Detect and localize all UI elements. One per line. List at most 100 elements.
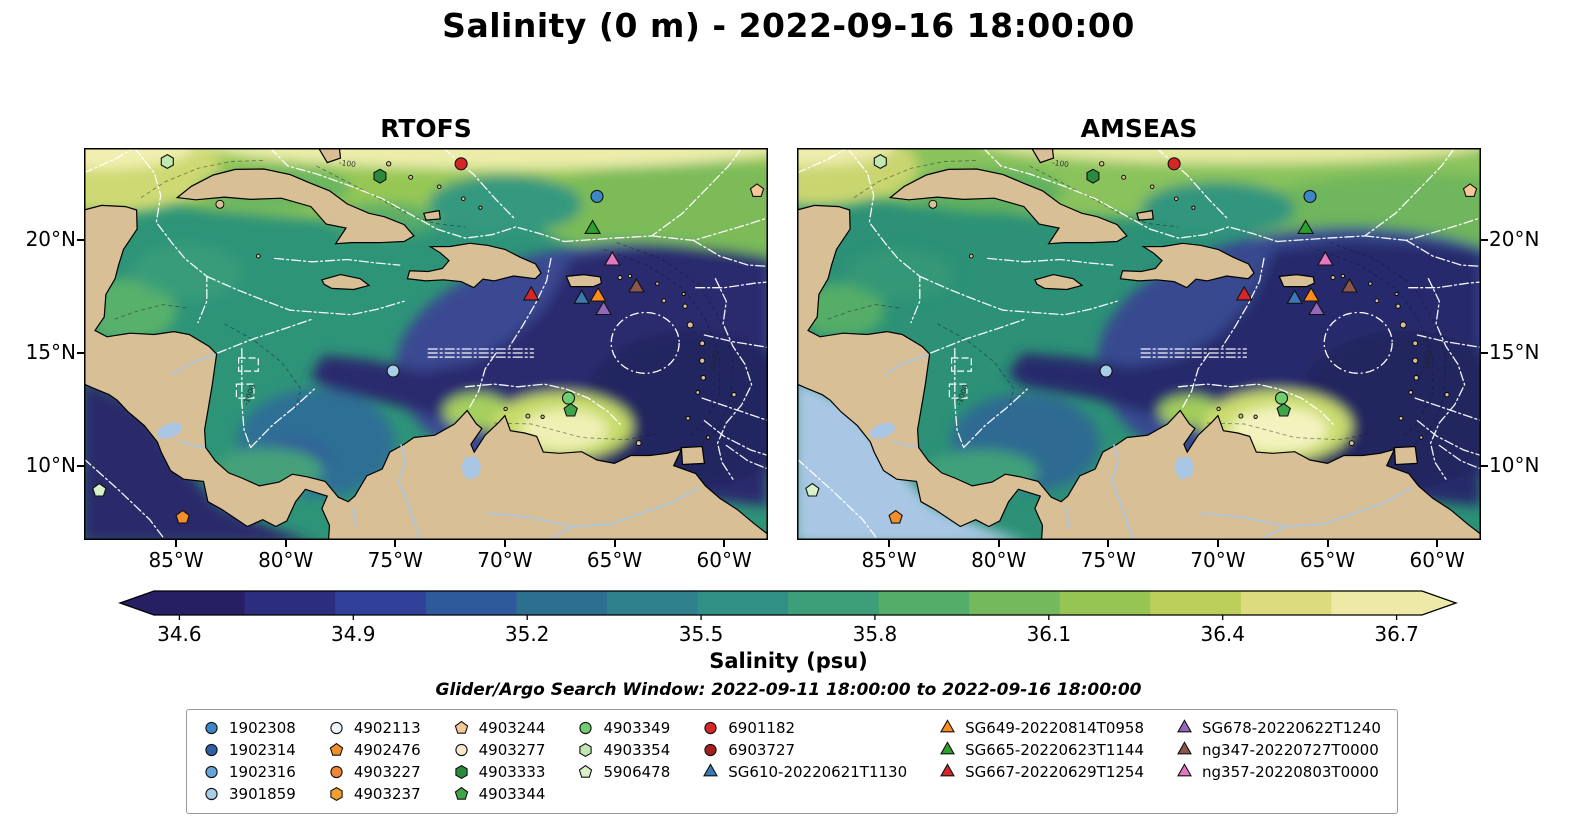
bathymetry-contour [316, 165, 466, 228]
lon-tick [284, 540, 287, 547]
island [968, 253, 974, 259]
lon-tick [394, 540, 397, 547]
island [1099, 161, 1105, 167]
legend-marker-hexagon-icon [330, 786, 343, 802]
legend-marker-triangle-icon [1177, 763, 1192, 777]
lon-tick [175, 540, 178, 547]
colorbar-segment [878, 591, 970, 615]
legend-marker-pentagon-icon [454, 786, 468, 800]
eez-boundary-line [1220, 257, 1265, 350]
map-marker-SG649-20220814T0958 [1302, 286, 1320, 302]
legend-marker-glyph [330, 765, 343, 779]
lat-tick-label: 20°N [25, 227, 76, 252]
colorbar-segment [1150, 591, 1242, 615]
legend-item: 6903727 [702, 739, 907, 760]
legend-marker-triangle-icon [1177, 719, 1192, 733]
legend-item: 4903227 [328, 761, 421, 782]
eez-boundary-line [725, 444, 768, 470]
legend-marker-glyph [1177, 763, 1192, 777]
landmass-central-south-america [84, 204, 768, 540]
legend-marker-circle-icon [205, 721, 218, 735]
legend-item: 6901182 [702, 717, 907, 738]
eez-boundary-line [714, 278, 753, 480]
eez-boundary-line [469, 352, 497, 408]
legend-item: 4903344 [453, 783, 545, 804]
eez-boundary-line [1182, 352, 1210, 408]
river-line [397, 444, 422, 540]
legend-marker-glyph [940, 741, 956, 755]
legend-marker-glyph [940, 719, 956, 733]
legend-item-label: ng347-20220727T0000 [1202, 740, 1379, 759]
island [686, 321, 694, 329]
legend-marker-glyph [205, 721, 218, 735]
colorbar-segment [697, 591, 789, 615]
legend-item: 4903354 [577, 739, 670, 760]
map-marker-ng357-20220803T0000 [1316, 250, 1334, 266]
lat-tick-label: 15°N [1489, 340, 1540, 364]
eez-boundary-line [701, 397, 768, 422]
island [386, 161, 392, 167]
lat-tick [77, 352, 84, 354]
island [1412, 357, 1419, 364]
eez-boundary-line [919, 275, 1118, 316]
colorbar-segment [788, 591, 880, 615]
legend-item: 4903349 [577, 717, 670, 738]
landmass-trinidad [1393, 445, 1419, 466]
eez-boundary-line [563, 148, 743, 243]
island [681, 291, 686, 297]
island [928, 199, 938, 209]
colorbar-segment [425, 591, 517, 615]
lon-tick-label: 65°W [1299, 548, 1356, 572]
map-marker-SG610-20220621T1130 [573, 289, 591, 304]
eez-boundary-line [1416, 334, 1481, 349]
eez-boundary-line [84, 148, 136, 174]
lon-tick-label: 70°W [1190, 548, 1246, 572]
river-line [487, 512, 574, 528]
colorbar-segment [516, 591, 608, 615]
legend-marker-pentagon-icon [329, 742, 344, 756]
eez-boundary-line [962, 388, 1028, 449]
eez-boundary-circle [610, 311, 680, 374]
lon-tick-label: 85°W [861, 548, 917, 572]
legend-column: SG649-20220814T0958 SG665-20220623T1144 SG… [939, 717, 1144, 782]
colorbar-segment [1059, 591, 1151, 615]
lake-nicaragua [870, 422, 895, 439]
map-marker-ng347-20220727T0000 [628, 277, 645, 293]
colorbar-tick-label: 36.1 [1026, 622, 1072, 646]
legend-marker-glyph [454, 743, 468, 757]
eez-boundary-line [797, 148, 849, 174]
colorbar-segment [1240, 591, 1333, 615]
eez-boundary-line [1405, 239, 1481, 267]
lon-tick [1436, 540, 1439, 547]
map-panel-rtofs: RTOFS -1000 -100 -1000 85°W 80°W 75°W 70°W 65°W… [26, 114, 768, 572]
legend-item-label: SG665-20220623T1144 [965, 740, 1144, 759]
island [700, 375, 707, 381]
legend-marker-triangle-icon [703, 763, 719, 777]
legend-item-label: 3901859 [229, 784, 296, 803]
island [682, 303, 688, 309]
eez-boundary-line [797, 458, 879, 540]
legend-marker-glyph [330, 721, 343, 735]
island [1444, 392, 1450, 398]
lon-tick-label: 85°W [148, 548, 204, 572]
legend-marker-triangle-icon [940, 719, 956, 733]
bathymetry-contour [1206, 422, 1370, 441]
contour-label: -100 [1051, 158, 1069, 169]
map-marker-4903349 [1274, 391, 1289, 405]
legend-column: 4902113 4902476 4903227 4903237 [328, 717, 421, 804]
legend-item-label: SG678-20220622T1240 [1202, 718, 1381, 737]
island [1399, 321, 1407, 329]
lake-maracaibo [1174, 456, 1195, 480]
map-marker-SG665-20220623T1144 [584, 219, 602, 234]
legend-column: 1902308 1902314 1902316 3901859 [203, 717, 296, 804]
eez-boundary-line [703, 334, 768, 349]
island [525, 413, 531, 419]
contour-label: -1000 [708, 350, 721, 373]
island [408, 174, 414, 180]
bathymetry-contour [114, 304, 188, 320]
legend-marker-circle-icon [704, 743, 717, 757]
salinity-map-svg: -1000-100-1000 [84, 148, 768, 540]
legend-marker-glyph [454, 764, 468, 780]
landmass-hispaniola [406, 242, 542, 289]
